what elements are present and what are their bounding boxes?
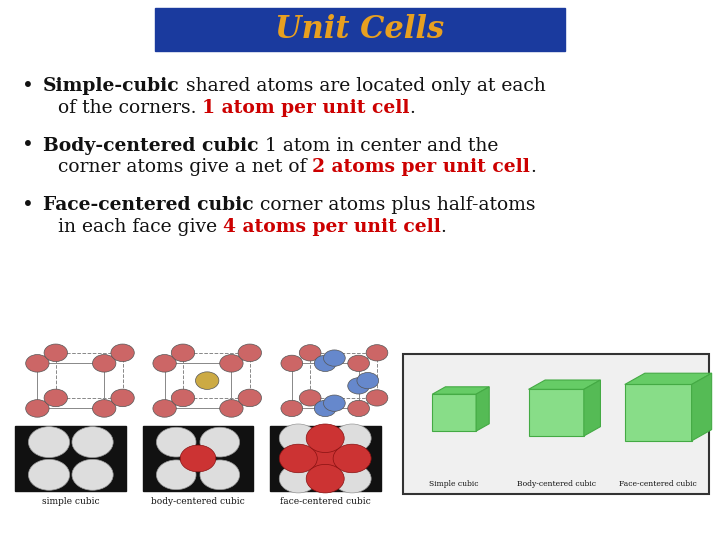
Circle shape <box>92 400 116 417</box>
Text: 2 atoms per unit cell: 2 atoms per unit cell <box>312 158 530 177</box>
Circle shape <box>26 400 49 417</box>
Text: of the corners.: of the corners. <box>58 99 202 117</box>
Circle shape <box>300 345 321 361</box>
Circle shape <box>111 344 134 362</box>
Text: Simple cubic: Simple cubic <box>429 480 479 488</box>
Circle shape <box>72 460 113 490</box>
Circle shape <box>153 355 176 372</box>
Circle shape <box>171 344 194 362</box>
Polygon shape <box>432 394 476 431</box>
Circle shape <box>323 395 346 411</box>
Text: .: . <box>441 218 446 236</box>
Polygon shape <box>528 389 584 436</box>
FancyBboxPatch shape <box>15 426 126 491</box>
Polygon shape <box>528 380 600 389</box>
Circle shape <box>281 355 302 372</box>
Polygon shape <box>432 387 489 394</box>
Circle shape <box>238 389 261 407</box>
Text: Body-centered cubic: Body-centered cubic <box>43 137 258 155</box>
Text: body-centered cubic: body-centered cubic <box>151 497 245 506</box>
Circle shape <box>156 460 196 490</box>
Text: .: . <box>530 158 536 177</box>
Circle shape <box>279 424 318 453</box>
Circle shape <box>238 344 261 362</box>
FancyBboxPatch shape <box>155 8 565 51</box>
Circle shape <box>315 400 336 416</box>
Text: .: . <box>410 99 415 117</box>
FancyBboxPatch shape <box>143 426 253 491</box>
Polygon shape <box>692 373 711 441</box>
Circle shape <box>92 355 116 372</box>
Text: Simple-cubic: Simple-cubic <box>43 77 180 96</box>
Text: •: • <box>22 77 33 96</box>
Circle shape <box>44 389 68 407</box>
Circle shape <box>220 400 243 417</box>
Polygon shape <box>625 373 711 384</box>
Circle shape <box>196 372 219 389</box>
Circle shape <box>279 464 318 493</box>
Circle shape <box>348 378 369 394</box>
Circle shape <box>220 355 243 372</box>
Circle shape <box>44 344 68 362</box>
Circle shape <box>333 424 371 453</box>
Text: Face-centered cubic: Face-centered cubic <box>619 480 697 488</box>
Text: Face-centered cubic: Face-centered cubic <box>43 196 254 214</box>
Text: corner atoms plus half-atoms: corner atoms plus half-atoms <box>254 196 536 214</box>
Text: 1 atom per unit cell: 1 atom per unit cell <box>202 99 410 117</box>
Circle shape <box>333 444 371 472</box>
Text: •: • <box>22 195 33 215</box>
Circle shape <box>348 355 369 372</box>
Circle shape <box>306 444 344 472</box>
Text: Body-centered cubic: Body-centered cubic <box>517 480 595 488</box>
Circle shape <box>333 464 371 493</box>
Circle shape <box>72 427 113 457</box>
Circle shape <box>156 427 196 457</box>
Polygon shape <box>476 387 489 431</box>
Text: Unit Cells: Unit Cells <box>276 14 444 45</box>
Circle shape <box>323 350 346 366</box>
Text: shared atoms are located only at each: shared atoms are located only at each <box>180 77 546 96</box>
Text: in each face give: in each face give <box>58 218 222 236</box>
Circle shape <box>28 427 70 457</box>
Circle shape <box>26 355 49 372</box>
Circle shape <box>281 400 302 416</box>
Circle shape <box>366 390 388 406</box>
Circle shape <box>200 460 240 490</box>
Circle shape <box>153 400 176 417</box>
Circle shape <box>180 445 216 472</box>
Polygon shape <box>625 384 692 441</box>
Circle shape <box>306 464 344 493</box>
Circle shape <box>300 390 321 406</box>
Circle shape <box>28 460 70 490</box>
FancyBboxPatch shape <box>403 354 709 494</box>
Circle shape <box>306 424 344 453</box>
Circle shape <box>348 400 369 416</box>
Circle shape <box>279 444 318 472</box>
Text: simple cubic: simple cubic <box>42 497 99 506</box>
Text: •: • <box>22 136 33 156</box>
Text: 1 atom in center and the: 1 atom in center and the <box>258 137 498 155</box>
Circle shape <box>200 427 240 457</box>
Circle shape <box>315 355 336 372</box>
Text: corner atoms give a net of: corner atoms give a net of <box>58 158 312 177</box>
Circle shape <box>357 373 379 389</box>
FancyBboxPatch shape <box>270 426 381 491</box>
Circle shape <box>171 389 194 407</box>
Text: face-centered cubic: face-centered cubic <box>280 497 371 506</box>
Circle shape <box>366 345 388 361</box>
Text: 4 atoms per unit cell: 4 atoms per unit cell <box>222 218 441 236</box>
Polygon shape <box>584 380 600 436</box>
Circle shape <box>111 389 134 407</box>
